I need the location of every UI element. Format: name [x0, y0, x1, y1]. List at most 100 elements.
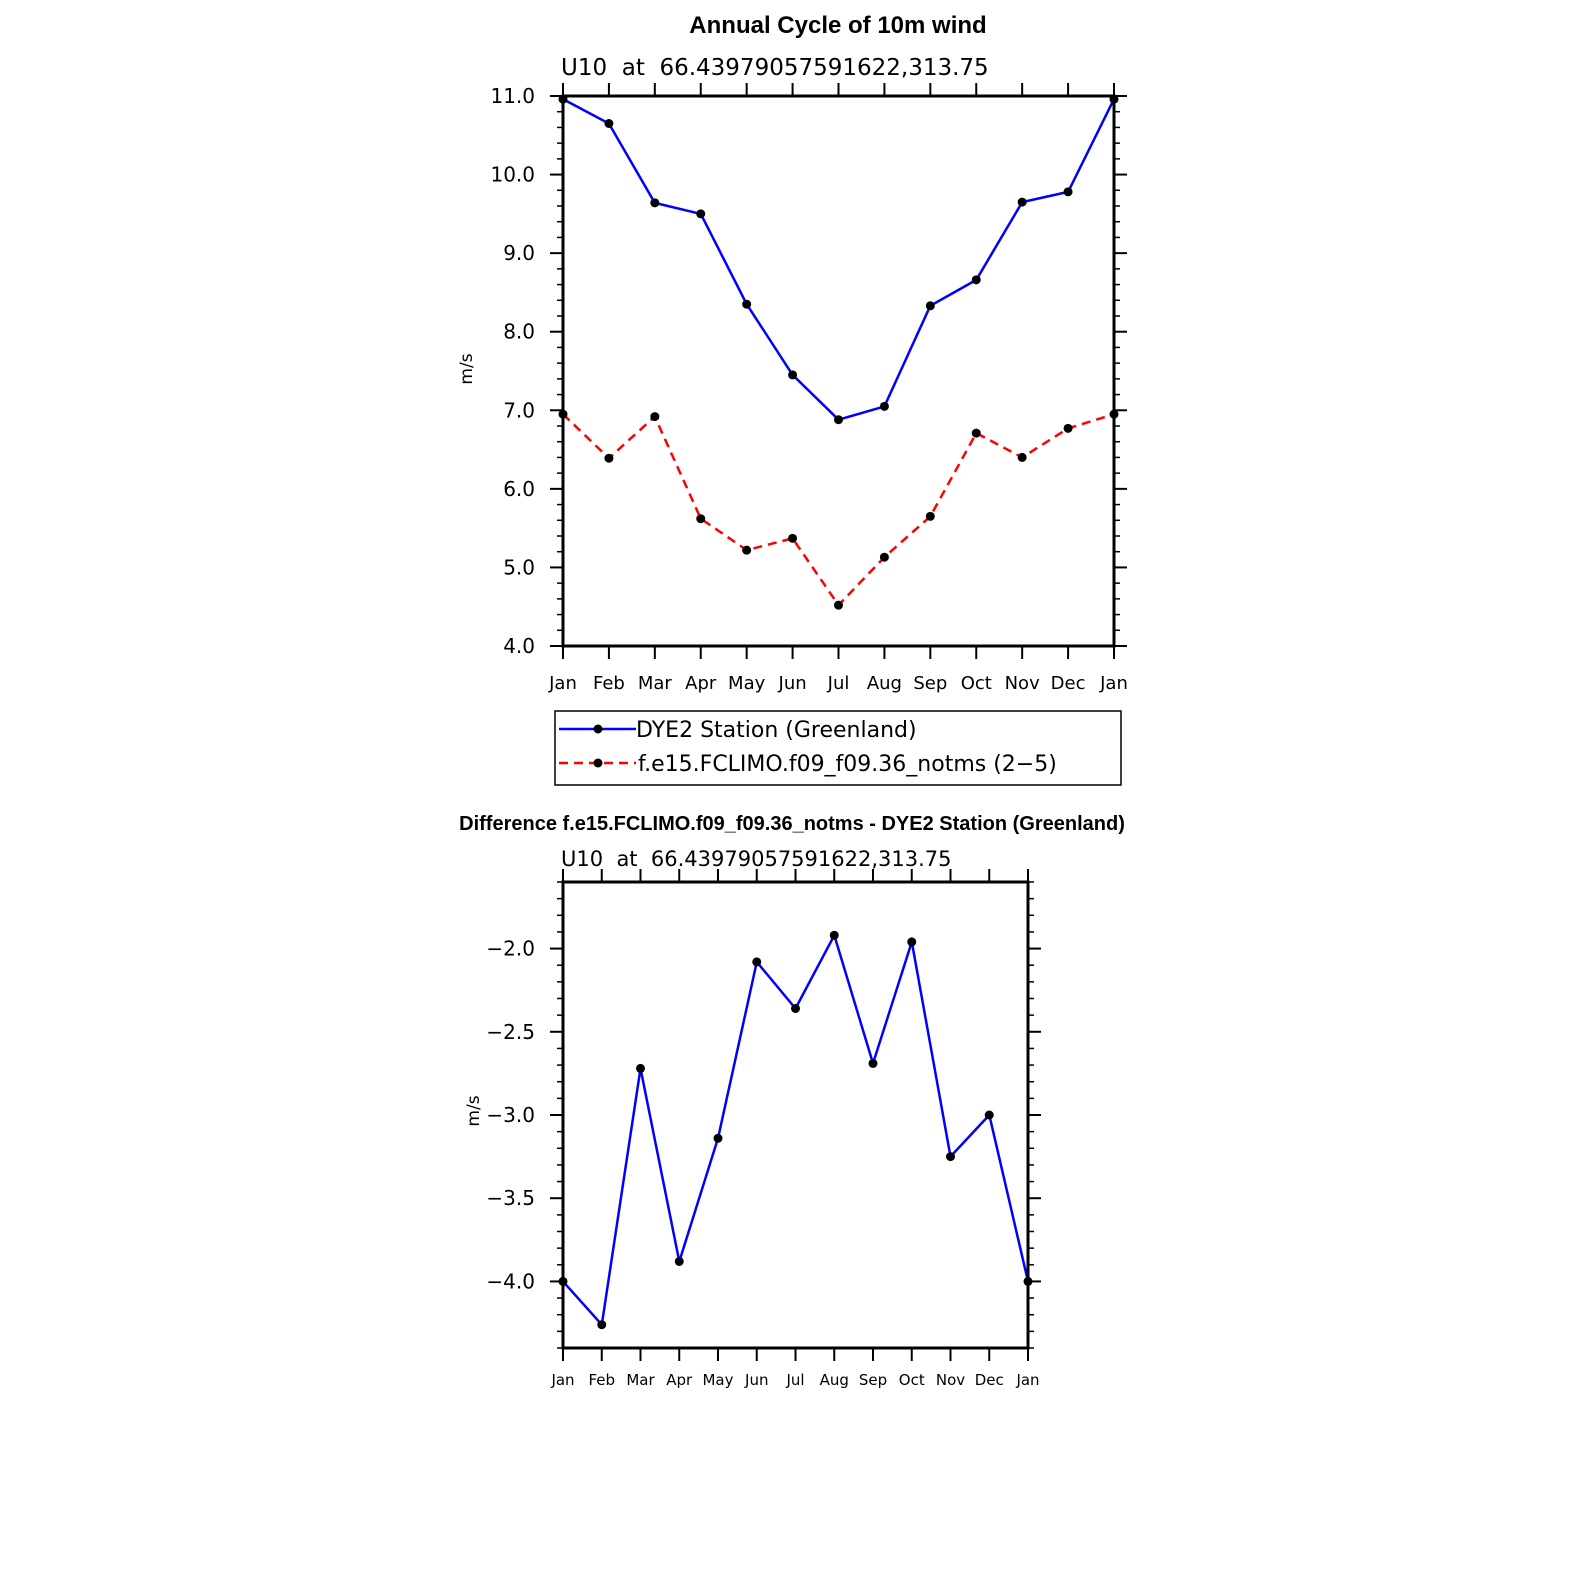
x-tick-label: Jun [744, 1371, 768, 1389]
chart1-plot-frame [561, 94, 1116, 648]
x-tick-label: Jan [1099, 673, 1128, 694]
series-0-point [1017, 197, 1027, 207]
series-0-point [946, 1152, 955, 1162]
chart1-title: Annual Cycle of 10m wind [689, 12, 986, 39]
chart2-plot-frame [561, 880, 1030, 1350]
chart1-ylabel: m/s [457, 353, 477, 384]
series-0-point [984, 1110, 994, 1120]
chart2-series [558, 930, 1033, 1330]
chart-annual-cycle: Annual Cycle of 10m wind U10 at 66.43979… [457, 12, 1128, 786]
x-tick-label: Aug [867, 673, 902, 694]
chart2-subtitle: U10 at 66.43979057591622,313.75 [561, 847, 952, 871]
chart1-series [558, 94, 1119, 610]
x-tick-label: Dec [1051, 673, 1086, 694]
y-tick-label: −3.0 [486, 1103, 535, 1127]
y-tick-label: 10.0 [490, 163, 535, 187]
series-0-point [674, 1256, 684, 1266]
chart1-x-tick-labels: Jan Feb Mar Apr May Jun Jul Aug Sep Oct Nov Dec Jan [548, 673, 1128, 694]
y-tick-label: 8.0 [503, 320, 535, 344]
y-tick-label: 11.0 [490, 84, 535, 108]
series-1-point [1063, 423, 1073, 433]
x-tick-label: Sep [913, 673, 947, 694]
series-1-point [788, 533, 798, 543]
series-line-0 [562, 932, 1030, 1328]
y-tick-label: 9.0 [503, 241, 535, 265]
chart2-ticks [550, 869, 1041, 1361]
series-0-point [971, 275, 981, 285]
chart-difference: Difference f.e15.FCLIMO.f09_f09.36_notms… [459, 813, 1125, 1389]
chart1-y-tick-labels: 4.0 5.0 6.0 7.0 8.0 9.0 10.0 11.0 [490, 84, 535, 658]
x-tick-label: Nov [1005, 673, 1040, 694]
series-1-point [650, 412, 660, 422]
series-0-point [597, 1320, 607, 1330]
x-tick-label: Sep [859, 1371, 887, 1389]
series-0-point [696, 209, 706, 219]
x-tick-label: Jul [785, 1371, 804, 1389]
series-0-point [650, 198, 660, 208]
series-0-point [907, 937, 917, 947]
y-tick-label: 7.0 [503, 398, 535, 422]
series-0-point [868, 1058, 878, 1068]
series-0-point [713, 1133, 723, 1143]
series-1-point [879, 552, 889, 562]
x-tick-label: Jan [1015, 1371, 1039, 1389]
series-1-point [604, 453, 614, 463]
series-1-point [925, 511, 935, 521]
series-0-point [636, 1063, 645, 1073]
y-tick-label: 6.0 [503, 477, 535, 501]
series-line-1 [562, 413, 1115, 608]
series-1-point [1017, 452, 1027, 462]
series-0-point [752, 957, 762, 967]
legend-marker-obs [593, 724, 603, 734]
legend-label-obs: DYE2 Station (Greenland) [636, 718, 917, 743]
x-tick-label: Mar [626, 1371, 655, 1389]
x-tick-label: Jan [548, 673, 577, 694]
series-0-point [788, 370, 798, 380]
x-tick-label: Oct [899, 1371, 925, 1389]
series-0-point [1063, 187, 1073, 197]
chart1-subtitle: U10 at 66.43979057591622,313.75 [561, 55, 989, 81]
series-0-point [879, 401, 889, 411]
series-0-point [834, 415, 843, 425]
chart2-title: Difference f.e15.FCLIMO.f09_f09.36_notms… [459, 813, 1125, 835]
y-tick-label: 5.0 [503, 555, 535, 579]
x-tick-label: Feb [588, 1371, 615, 1389]
x-tick-label: Jun [778, 673, 807, 694]
chart2-ylabel: m/s [464, 1095, 484, 1126]
series-1-point [696, 514, 706, 524]
series-1-point [742, 545, 752, 555]
y-tick-label: −4.0 [486, 1269, 535, 1293]
series-0-point [925, 301, 935, 311]
x-tick-label: Apr [666, 1371, 693, 1389]
series-0-point [742, 299, 752, 309]
series-0-point [829, 930, 839, 940]
chart1-legend: DYE2 Station (Greenland) f.e15.FCLIMO.f0… [554, 710, 1122, 786]
x-tick-label: Dec [975, 1371, 1004, 1389]
chart2-x-tick-labels: Jan Feb Mar Apr May Jun Jul Aug Sep Oct Nov Dec Jan [550, 1371, 1039, 1389]
series-0-point [604, 119, 614, 128]
x-tick-label: Oct [961, 673, 992, 694]
x-tick-label: May [702, 1371, 733, 1389]
legend-box [554, 710, 1122, 786]
series-0-point [791, 1003, 800, 1013]
series-1-point [971, 428, 981, 438]
legend-marker-model [593, 758, 603, 768]
x-tick-label: Jan [550, 1371, 574, 1389]
y-tick-label: −2.0 [486, 937, 535, 961]
x-tick-label: Apr [685, 673, 717, 694]
x-tick-label: May [728, 673, 766, 694]
x-tick-label: Feb [593, 673, 625, 694]
x-tick-label: Mar [638, 673, 673, 694]
y-tick-label: 4.0 [503, 634, 535, 658]
chart1-ticks [550, 83, 1127, 659]
y-tick-label: −3.5 [486, 1186, 535, 1210]
x-tick-label: Nov [936, 1371, 965, 1389]
series-line-0 [562, 97, 1116, 422]
x-tick-label: Aug [820, 1371, 849, 1389]
x-tick-label: Jul [827, 673, 850, 694]
series-1-point [834, 600, 843, 610]
legend-label-model: f.e15.FCLIMO.f09_f09.36_notms (2−5) [638, 752, 1057, 777]
y-tick-label: −2.5 [486, 1020, 535, 1044]
chart2-y-tick-labels: −4.0 −3.5 −3.0 −2.5 −2.0 [486, 937, 535, 1294]
